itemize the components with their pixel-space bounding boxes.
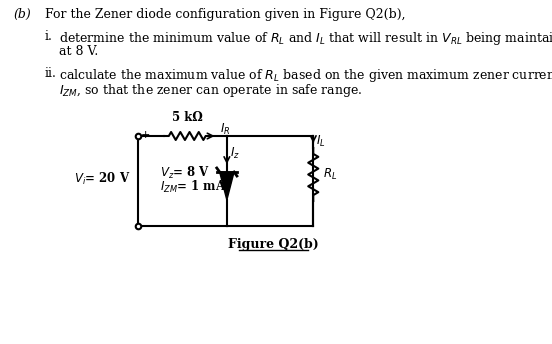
Text: $V_i$= 20 V: $V_i$= 20 V bbox=[74, 171, 130, 187]
Text: 5 kΩ: 5 kΩ bbox=[172, 111, 203, 124]
Text: $V_z$= 8 V: $V_z$= 8 V bbox=[160, 165, 210, 181]
Text: −: − bbox=[141, 222, 151, 232]
Text: $I_R$: $I_R$ bbox=[220, 121, 230, 137]
Text: $I_{ZM}$, so that the zener can operate in safe range.: $I_{ZM}$, so that the zener can operate … bbox=[59, 82, 363, 99]
Text: at 8 V.: at 8 V. bbox=[59, 45, 98, 58]
Text: $I_z$: $I_z$ bbox=[230, 146, 240, 161]
Text: ii.: ii. bbox=[45, 67, 56, 80]
Text: $I_L$: $I_L$ bbox=[316, 133, 326, 149]
Text: calculate the maximum value of $R_L$ based on the given maximum zener current,: calculate the maximum value of $R_L$ bas… bbox=[59, 67, 552, 84]
Text: +: + bbox=[141, 130, 151, 140]
Text: $I_{ZM}$= 1 mA: $I_{ZM}$= 1 mA bbox=[160, 179, 226, 195]
Text: i.: i. bbox=[45, 30, 52, 43]
Text: determine the minimum value of $R_L$ and $I_L$ that will result in $V_{RL}$ bein: determine the minimum value of $R_L$ and… bbox=[59, 30, 552, 47]
Polygon shape bbox=[220, 172, 234, 200]
Text: Figure Q2(b): Figure Q2(b) bbox=[229, 238, 319, 251]
Text: $R_L$: $R_L$ bbox=[323, 167, 338, 182]
Text: For the Zener diode configuration given in Figure Q2(b),: For the Zener diode configuration given … bbox=[45, 8, 405, 21]
Text: (b): (b) bbox=[13, 8, 31, 21]
